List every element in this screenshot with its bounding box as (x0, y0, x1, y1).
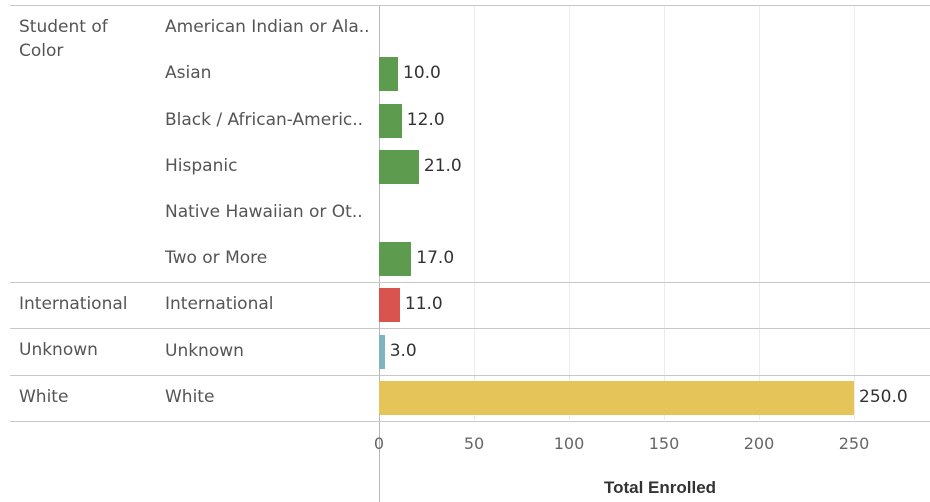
gridline-x-150 (664, 5, 665, 420)
group-label-3: White (19, 386, 69, 407)
category-label: American Indian or Ala.. (165, 17, 370, 38)
x-axis-title: Total Enrolled (603, 478, 717, 497)
bar-value-label: 250.0 (859, 386, 908, 407)
bar-value-label: 21.0 (423, 155, 462, 176)
group-separator (10, 5, 930, 6)
gridline-x-250 (854, 5, 855, 420)
x-tick-label: 250 (838, 434, 870, 453)
category-label: Black / African-Americ.. (165, 109, 364, 130)
group-separator (10, 375, 930, 376)
x-tick-label: 50 (463, 434, 485, 453)
bar-value-label: 11.0 (404, 294, 443, 315)
group-separator (10, 328, 930, 329)
category-label: Hispanic (165, 155, 238, 176)
x-tick-label: 200 (743, 434, 775, 453)
category-label: Native Hawaiian or Ot.. (165, 201, 363, 222)
bar[interactable] (379, 288, 400, 323)
bar[interactable] (379, 380, 854, 415)
group-label-0: Student of Color (19, 17, 108, 61)
bar-value-label: 10.0 (403, 63, 441, 84)
gridline-x-100 (569, 5, 570, 420)
category-label: Two or More (165, 248, 268, 269)
bar-value-label: 3.0 (389, 340, 417, 361)
category-label: Asian (165, 63, 212, 84)
category-label: White (165, 386, 215, 407)
category-label: International (165, 294, 274, 315)
x-tick-label: 100 (553, 434, 585, 453)
group-label-1: International (19, 294, 128, 315)
bar[interactable] (379, 103, 402, 138)
gridline-x-50 (474, 5, 475, 420)
bar[interactable] (379, 334, 385, 369)
gridline-x-200 (759, 5, 760, 420)
group-separator (10, 282, 930, 283)
bar[interactable] (379, 242, 412, 277)
x-tick-label: 0 (373, 434, 385, 453)
bar[interactable] (379, 57, 398, 92)
x-tick-label: 150 (648, 434, 680, 453)
group-separator (10, 421, 930, 422)
bar[interactable] (379, 149, 419, 184)
bar-value-label: 12.0 (406, 109, 445, 130)
bar-value-label: 17.0 (416, 248, 455, 269)
group-label-2: Unknown (19, 340, 98, 361)
category-label: Unknown (165, 340, 244, 361)
